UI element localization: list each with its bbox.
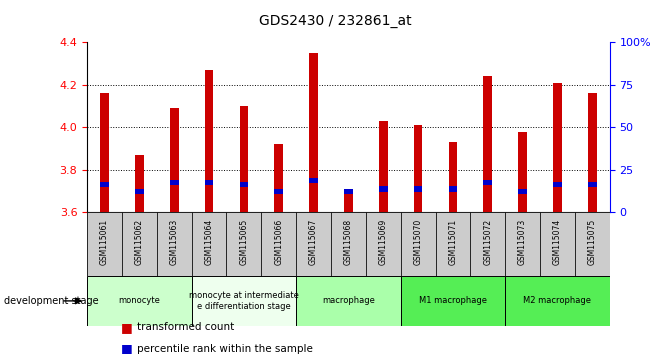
Bar: [170, 108, 179, 212]
Bar: [261, 212, 296, 276]
Bar: [100, 182, 109, 188]
Bar: [192, 212, 226, 276]
Text: GSM115064: GSM115064: [204, 219, 214, 265]
Bar: [135, 188, 144, 194]
Bar: [275, 188, 283, 194]
Bar: [87, 212, 122, 276]
Bar: [519, 132, 527, 212]
Text: GSM115067: GSM115067: [309, 219, 318, 265]
Bar: [588, 93, 597, 212]
Bar: [122, 212, 157, 276]
Bar: [226, 212, 261, 276]
Text: GSM115068: GSM115068: [344, 219, 353, 265]
Text: GSM115074: GSM115074: [553, 219, 562, 265]
Bar: [436, 212, 470, 276]
Bar: [310, 178, 318, 183]
Bar: [296, 276, 401, 326]
Text: M2 macrophage: M2 macrophage: [523, 296, 592, 306]
Bar: [414, 125, 423, 212]
Text: GSM115062: GSM115062: [135, 219, 144, 265]
Text: development stage: development stage: [5, 296, 99, 306]
Bar: [205, 70, 213, 212]
Text: GSM115065: GSM115065: [239, 219, 249, 265]
Bar: [240, 106, 249, 212]
Text: GSM115072: GSM115072: [483, 219, 492, 265]
Bar: [170, 180, 179, 185]
Bar: [240, 182, 249, 188]
Text: monocyte: monocyte: [119, 296, 160, 306]
Bar: [484, 180, 492, 185]
Bar: [540, 212, 575, 276]
Bar: [379, 121, 387, 212]
Text: GSM115070: GSM115070: [413, 219, 423, 265]
Bar: [449, 142, 458, 212]
Bar: [310, 53, 318, 212]
Text: GSM115069: GSM115069: [379, 219, 388, 265]
Text: GSM115066: GSM115066: [274, 219, 283, 265]
Bar: [344, 188, 353, 194]
Text: ■: ■: [121, 321, 133, 334]
Bar: [588, 182, 597, 188]
Text: GDS2430 / 232861_at: GDS2430 / 232861_at: [259, 14, 411, 28]
Bar: [519, 188, 527, 194]
Text: monocyte at intermediate
e differentiation stage: monocyte at intermediate e differentiati…: [189, 291, 299, 310]
Bar: [553, 182, 562, 188]
Bar: [449, 186, 458, 192]
Text: macrophage: macrophage: [322, 296, 375, 306]
Text: GSM115071: GSM115071: [448, 219, 458, 265]
Bar: [87, 276, 192, 326]
Text: transformed count: transformed count: [137, 322, 234, 332]
Bar: [575, 212, 610, 276]
Bar: [401, 212, 436, 276]
Bar: [135, 155, 144, 212]
Bar: [505, 276, 610, 326]
Bar: [100, 93, 109, 212]
Bar: [344, 193, 353, 212]
Bar: [296, 212, 331, 276]
Bar: [414, 186, 423, 192]
Bar: [553, 83, 562, 212]
Bar: [192, 276, 296, 326]
Text: ■: ■: [121, 342, 133, 354]
Bar: [470, 212, 505, 276]
Text: GSM115063: GSM115063: [170, 219, 179, 265]
Bar: [275, 144, 283, 212]
Text: GSM115061: GSM115061: [100, 219, 109, 265]
Bar: [484, 76, 492, 212]
Bar: [401, 276, 505, 326]
Text: percentile rank within the sample: percentile rank within the sample: [137, 344, 314, 354]
Text: GSM115075: GSM115075: [588, 219, 597, 265]
Bar: [205, 180, 213, 185]
Text: GSM115073: GSM115073: [518, 219, 527, 265]
Bar: [331, 212, 366, 276]
Text: M1 macrophage: M1 macrophage: [419, 296, 487, 306]
Bar: [505, 212, 540, 276]
Bar: [366, 212, 401, 276]
Bar: [379, 186, 387, 192]
Bar: [157, 212, 192, 276]
